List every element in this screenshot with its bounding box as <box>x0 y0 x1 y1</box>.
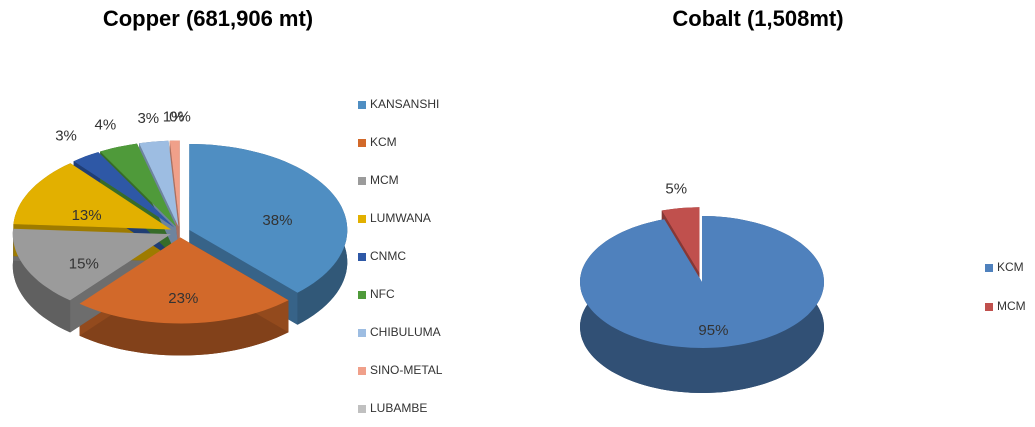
legend-swatch <box>358 253 366 261</box>
legend-swatch <box>358 177 366 185</box>
legend-label: NFC <box>370 287 395 301</box>
legend-swatch <box>358 215 366 223</box>
legend-label: KCM <box>997 260 1024 274</box>
legend-swatch <box>358 139 366 147</box>
data-label: 3% <box>55 128 77 145</box>
slice <box>12 228 171 301</box>
slice-side <box>79 300 289 356</box>
legend-label: MCM <box>997 299 1026 313</box>
legend-swatch <box>358 367 366 375</box>
data-label: 95% <box>698 322 728 339</box>
legend-label: SINO-METAL <box>370 363 443 377</box>
legend-label: KCM <box>370 135 397 149</box>
data-label: 4% <box>95 116 117 133</box>
data-label: 1% <box>163 109 185 126</box>
slice <box>661 207 700 274</box>
chart-title: Copper (681,906 mt) <box>103 6 313 31</box>
legend-label: CHIBULUMA <box>370 325 441 339</box>
slice <box>189 144 348 293</box>
legend-swatch <box>358 291 366 299</box>
data-label: 15% <box>69 256 99 273</box>
slice <box>580 216 824 348</box>
data-label: 3% <box>137 110 159 127</box>
legend-swatch <box>358 405 366 413</box>
slice <box>79 237 289 324</box>
chart-title: Cobalt (1,508mt) <box>672 6 843 31</box>
data-label: 38% <box>262 212 292 229</box>
slice <box>13 163 172 230</box>
slice <box>139 140 179 227</box>
legend-label: LUBAMBE <box>370 401 427 415</box>
legend-label: MCM <box>370 173 399 187</box>
legend-swatch <box>985 303 993 311</box>
legend-label: CNMC <box>370 249 406 263</box>
legend-swatch <box>358 329 366 337</box>
legend-label: LUMWANA <box>370 211 431 225</box>
data-label: 5% <box>665 181 687 198</box>
slice <box>100 143 177 227</box>
slice-side <box>12 228 71 333</box>
legend-swatch <box>358 101 366 109</box>
legend-label: KANSANSHI <box>370 97 439 111</box>
data-label: 23% <box>168 290 198 307</box>
slice <box>169 140 180 227</box>
legend-swatch <box>985 264 993 272</box>
slice <box>73 152 175 228</box>
data-label: 13% <box>72 207 102 224</box>
data-label: 0% <box>169 109 191 126</box>
